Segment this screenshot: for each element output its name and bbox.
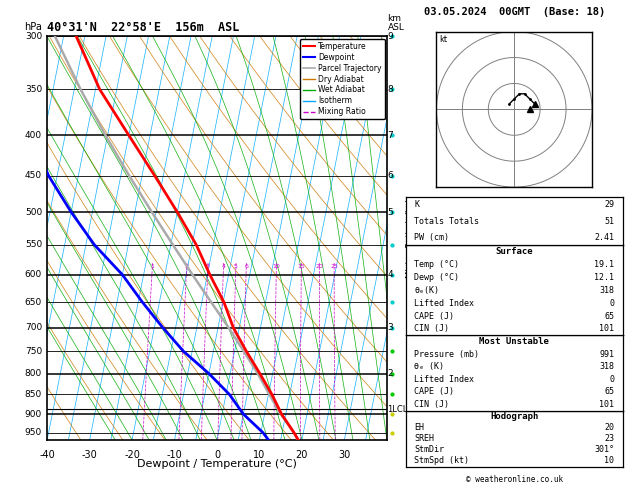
- Text: 350: 350: [25, 85, 42, 94]
- Text: θₑ (K): θₑ (K): [415, 362, 444, 371]
- Text: -10: -10: [167, 450, 182, 460]
- Text: StmSpd (kt): StmSpd (kt): [415, 456, 469, 466]
- Text: 40°31'N  22°58'E  156m  ASL: 40°31'N 22°58'E 156m ASL: [47, 21, 240, 34]
- Text: CIN (J): CIN (J): [415, 400, 449, 409]
- Text: 51: 51: [604, 217, 614, 226]
- Text: 750: 750: [25, 347, 42, 356]
- Text: 400: 400: [25, 131, 42, 140]
- Text: 23: 23: [604, 434, 614, 443]
- Text: θₑ(K): θₑ(K): [415, 286, 440, 295]
- Text: 0: 0: [609, 299, 614, 308]
- Text: Hodograph: Hodograph: [490, 412, 538, 421]
- Text: Totals Totals: Totals Totals: [415, 217, 479, 226]
- Text: 3: 3: [387, 323, 393, 332]
- Text: 700: 700: [25, 323, 42, 332]
- Text: 900: 900: [25, 410, 42, 418]
- Legend: Temperature, Dewpoint, Parcel Trajectory, Dry Adiabat, Wet Adiabat, Isotherm, Mi: Temperature, Dewpoint, Parcel Trajectory…: [301, 39, 384, 119]
- Text: Lifted Index: Lifted Index: [415, 299, 474, 308]
- Text: 8: 8: [387, 85, 393, 94]
- Text: 15: 15: [298, 264, 305, 269]
- Text: StmDir: StmDir: [415, 445, 444, 454]
- Text: -30: -30: [82, 450, 97, 460]
- Text: K: K: [415, 200, 420, 209]
- Text: -40: -40: [39, 450, 55, 460]
- Text: 5: 5: [387, 208, 393, 217]
- Text: CIN (J): CIN (J): [415, 325, 449, 333]
- Text: 2.41: 2.41: [594, 233, 614, 242]
- Text: 2: 2: [387, 369, 393, 378]
- Text: 500: 500: [25, 208, 42, 217]
- Text: 30: 30: [338, 450, 350, 460]
- Text: CAPE (J): CAPE (J): [415, 312, 454, 321]
- Text: 10: 10: [604, 456, 614, 466]
- Text: 600: 600: [25, 270, 42, 279]
- Text: 101: 101: [599, 400, 614, 409]
- Text: -20: -20: [124, 450, 140, 460]
- Text: 6: 6: [244, 264, 248, 269]
- Text: 20: 20: [316, 264, 323, 269]
- Text: 25: 25: [330, 264, 338, 269]
- Text: 10: 10: [272, 264, 280, 269]
- Text: 800: 800: [25, 369, 42, 378]
- Text: hPa: hPa: [24, 22, 42, 33]
- Text: 1: 1: [150, 264, 154, 269]
- Text: 5: 5: [234, 264, 238, 269]
- Text: 300: 300: [25, 32, 42, 41]
- Text: 318: 318: [599, 286, 614, 295]
- Text: km
ASL: km ASL: [387, 14, 404, 33]
- Text: 318: 318: [599, 362, 614, 371]
- Text: 29: 29: [604, 200, 614, 209]
- Text: Surface: Surface: [496, 247, 533, 256]
- Text: Mixing Ratio (g/kg): Mixing Ratio (g/kg): [406, 198, 415, 278]
- Text: 65: 65: [604, 387, 614, 397]
- Text: 65: 65: [604, 312, 614, 321]
- Text: EH: EH: [415, 423, 425, 432]
- Text: 2: 2: [184, 264, 189, 269]
- Text: 4: 4: [387, 270, 393, 279]
- Text: 550: 550: [25, 240, 42, 249]
- Text: 301°: 301°: [594, 445, 614, 454]
- Text: 991: 991: [599, 349, 614, 359]
- Text: 3: 3: [206, 264, 210, 269]
- Text: 4: 4: [221, 264, 225, 269]
- Text: Pressure (mb): Pressure (mb): [415, 349, 479, 359]
- Text: 450: 450: [25, 172, 42, 180]
- Text: 19.1: 19.1: [594, 260, 614, 269]
- Text: 101: 101: [599, 325, 614, 333]
- Text: 0: 0: [214, 450, 220, 460]
- Text: 20: 20: [604, 423, 614, 432]
- Text: 850: 850: [25, 390, 42, 399]
- Text: kt: kt: [439, 35, 447, 44]
- X-axis label: Dewpoint / Temperature (°C): Dewpoint / Temperature (°C): [137, 459, 297, 469]
- Text: Temp (°C): Temp (°C): [415, 260, 459, 269]
- Text: 9: 9: [387, 32, 393, 41]
- Text: 20: 20: [296, 450, 308, 460]
- Text: 0: 0: [609, 375, 614, 384]
- Text: Most Unstable: Most Unstable: [479, 337, 549, 346]
- Text: 650: 650: [25, 298, 42, 307]
- Text: CAPE (J): CAPE (J): [415, 387, 454, 397]
- Text: 7: 7: [387, 131, 393, 140]
- Text: 12.1: 12.1: [594, 273, 614, 282]
- Text: 10: 10: [253, 450, 265, 460]
- Text: 03.05.2024  00GMT  (Base: 18): 03.05.2024 00GMT (Base: 18): [423, 7, 605, 17]
- Text: © weatheronline.co.uk: © weatheronline.co.uk: [465, 474, 563, 484]
- Text: SREH: SREH: [415, 434, 435, 443]
- Text: Lifted Index: Lifted Index: [415, 375, 474, 384]
- Text: PW (cm): PW (cm): [415, 233, 449, 242]
- Text: 6: 6: [387, 172, 393, 180]
- Text: 1LCL: 1LCL: [387, 404, 408, 414]
- Text: 950: 950: [25, 428, 42, 437]
- Text: Dewp (°C): Dewp (°C): [415, 273, 459, 282]
